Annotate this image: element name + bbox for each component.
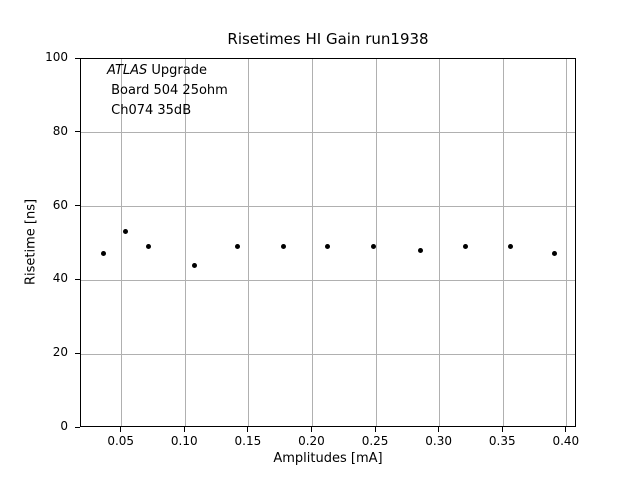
y-gridline: [81, 279, 575, 281]
data-point: [234, 243, 240, 249]
x-tick-label: 0.15: [234, 434, 262, 448]
x-gridline: [439, 59, 441, 426]
plot-area: [80, 58, 576, 427]
annotation-line-1: ATLAS Upgrade: [107, 61, 228, 81]
y-tick-mark: [75, 131, 80, 133]
x-tick-label: 0.25: [361, 434, 389, 448]
data-point: [551, 251, 557, 257]
y-tick-mark: [75, 352, 80, 354]
data-point: [418, 247, 424, 253]
x-tick-label: 0.35: [488, 434, 516, 448]
x-gridline: [248, 59, 250, 426]
y-gridline: [81, 132, 575, 134]
y-tick-mark: [75, 278, 80, 280]
x-tick-label: 0.40: [552, 434, 580, 448]
annotation-atlas-label: ATLAS: [107, 63, 148, 78]
x-tick-label: 0.30: [425, 434, 452, 448]
data-point: [462, 244, 468, 250]
x-gridline: [311, 59, 313, 426]
x-tick-mark: [565, 427, 567, 432]
x-gridline: [184, 59, 186, 426]
y-tick-label: 0: [60, 419, 68, 433]
plot-title: Risetimes HI Gain run1938: [227, 30, 429, 48]
annotation: ATLAS Upgrade Board 504 25ohm Ch074 35dB: [107, 61, 228, 121]
y-tick-label: 20: [52, 345, 68, 360]
x-tick-label: 0.05: [107, 434, 135, 448]
y-tick-mark: [75, 426, 80, 428]
x-tick-mark: [183, 427, 185, 432]
x-tick-mark: [374, 427, 376, 432]
x-gridline: [375, 59, 377, 426]
data-point: [101, 250, 107, 256]
x-gridline: [121, 59, 123, 426]
y-tick-mark: [75, 57, 80, 59]
y-tick-label: 40: [52, 271, 68, 286]
x-gridline: [502, 59, 504, 426]
x-tick-mark: [247, 427, 249, 432]
annotation-line-3: Ch074 35dB: [107, 103, 192, 118]
data-point: [325, 243, 331, 249]
x-tick-mark: [438, 427, 440, 432]
y-gridline: [81, 353, 575, 355]
y-gridline: [81, 206, 575, 208]
x-gridline: [566, 59, 568, 426]
data-point: [123, 228, 128, 234]
data-point: [371, 243, 376, 249]
y-tick-label: 60: [52, 197, 68, 212]
y-tick-label: 100: [45, 50, 68, 64]
x-axis-label: Amplitudes [mA]: [273, 451, 383, 466]
x-tick-mark: [310, 427, 312, 432]
y-tick-mark: [75, 205, 80, 207]
x-tick-mark: [120, 427, 122, 432]
data-point: [508, 244, 514, 250]
data-point: [191, 262, 197, 268]
y-tick-label: 80: [52, 123, 68, 138]
data-point: [280, 243, 286, 249]
x-tick-mark: [501, 427, 503, 432]
x-tick-label: 0.20: [298, 434, 325, 448]
x-tick-label: 0.10: [170, 434, 198, 448]
annotation-line-2: Board 504 25ohm: [107, 83, 228, 98]
data-point: [145, 243, 151, 249]
annotation-line-1-rest: Upgrade: [147, 63, 207, 78]
